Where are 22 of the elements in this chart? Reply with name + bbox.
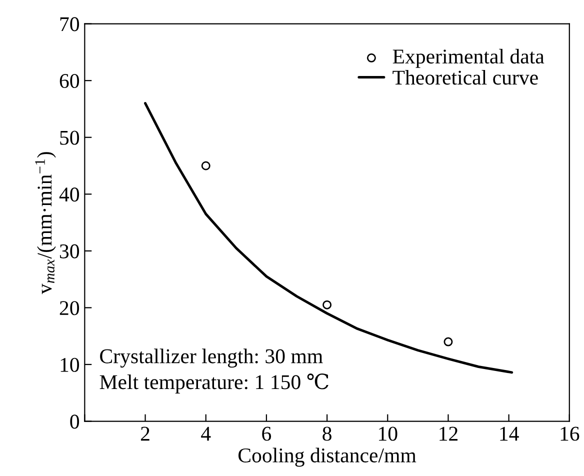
x-tick-label: 12 (440, 426, 458, 441)
legend-label: Experimental data (392, 48, 544, 68)
y-tick-label: 0 (70, 414, 80, 429)
annotation: Melt temperature: 1 150 ℃ (100, 374, 328, 394)
x-tick-label: 2 (140, 426, 150, 441)
y-tick-label: 10 (60, 358, 80, 372)
x-tick-label: 4 (201, 426, 211, 441)
y-tick-label: 50 (60, 130, 80, 145)
x-axis-title: Cooling distance/mm (238, 448, 416, 467)
x-tick-label: 14 (500, 426, 519, 441)
x-tick-label: 10 (379, 426, 398, 441)
x-tick-label: 6 (262, 426, 272, 441)
y-tick-label: 30 (60, 244, 80, 258)
y-tick-label: 40 (59, 188, 80, 202)
legend-label: Theoretical curve (392, 70, 538, 85)
x-tick-label: 8 (322, 426, 332, 441)
y-tick-label: 60 (60, 74, 80, 88)
y-tick-label: 70 (60, 17, 80, 32)
annotation: Crystallizer length: 30 mm (100, 348, 323, 368)
y-tick-label: 20 (60, 301, 80, 316)
y-axis-title: v$_{max}$/(mm·min$^{−1}$) (35, 152, 56, 294)
x-tick-label: 16 (560, 426, 580, 441)
